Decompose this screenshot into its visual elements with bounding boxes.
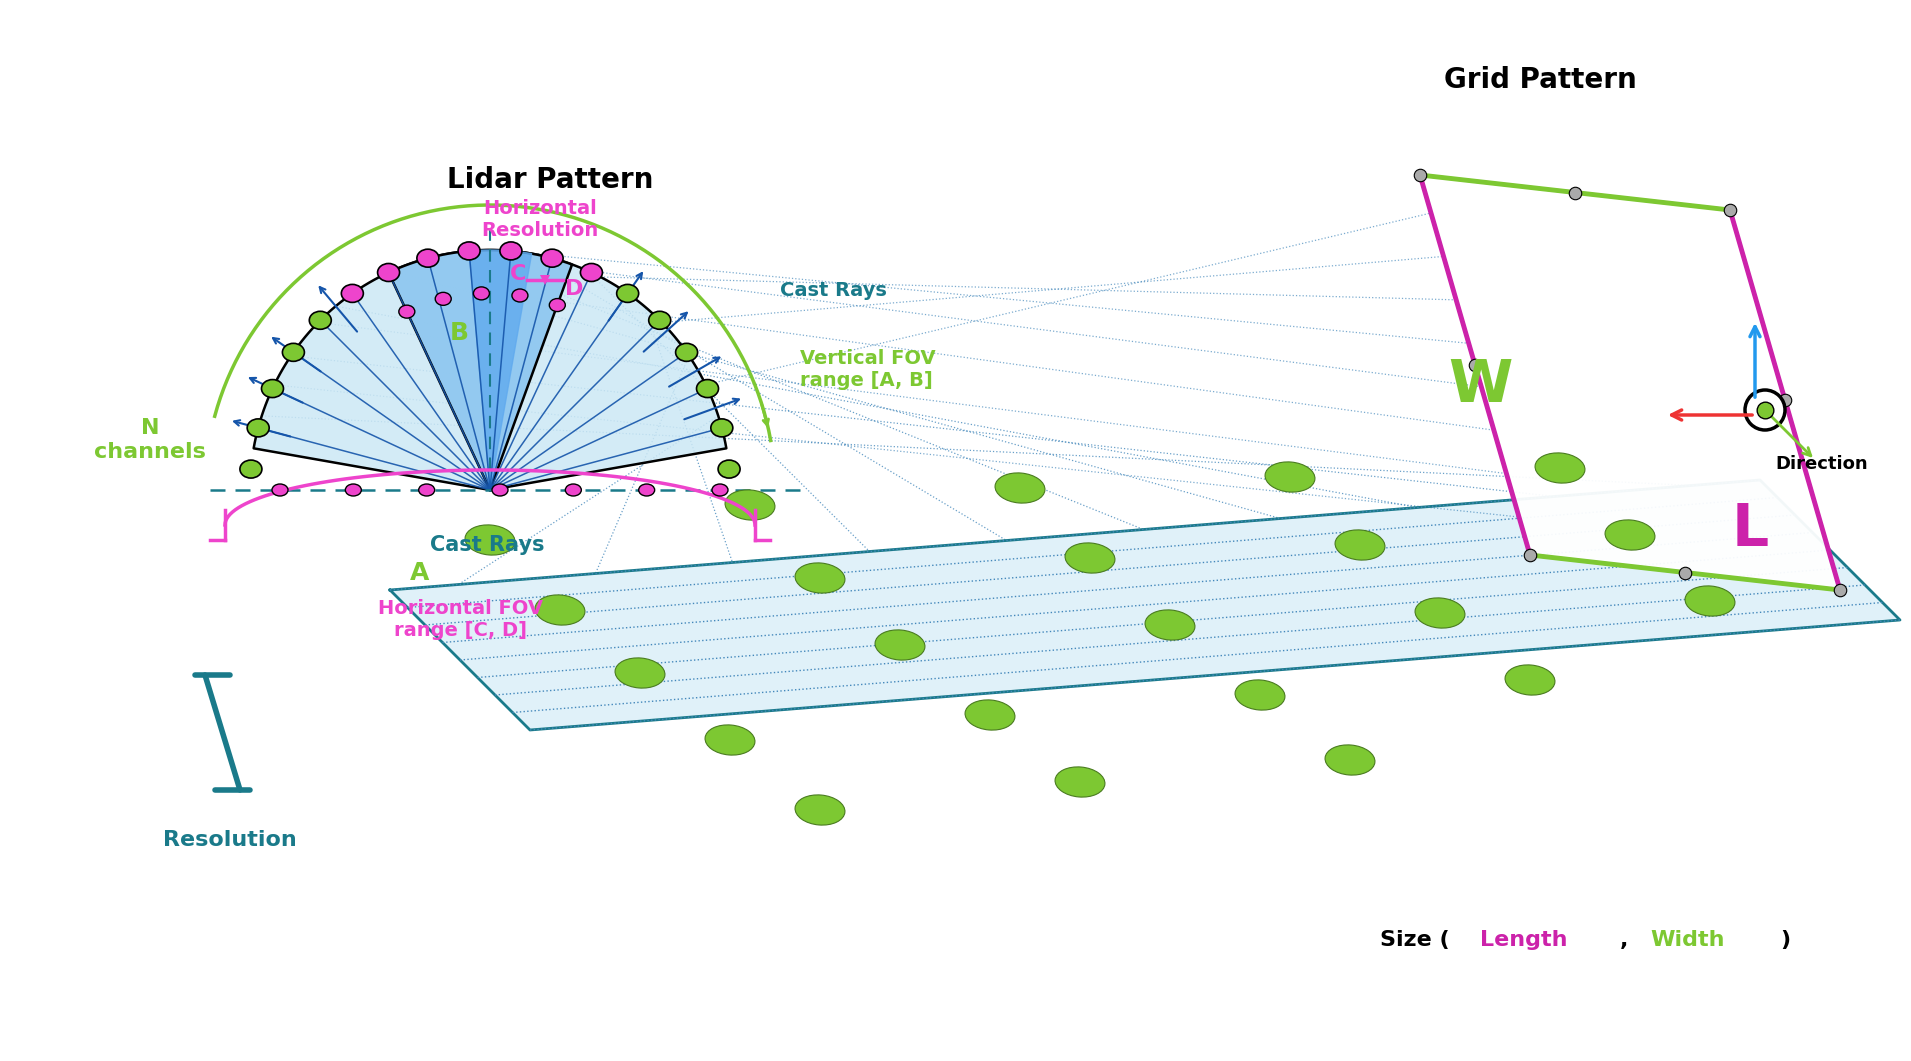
Text: N
channels: N channels [94, 418, 206, 462]
Ellipse shape [271, 484, 289, 495]
Text: Grid Pattern: Grid Pattern [1443, 66, 1636, 94]
Ellipse shape [459, 242, 480, 260]
Text: A: A [411, 561, 430, 585]
Ellipse shape [676, 344, 698, 362]
Ellipse shape [535, 595, 585, 625]
Ellipse shape [1235, 680, 1284, 710]
Ellipse shape [310, 311, 331, 329]
Text: ,: , [1621, 930, 1636, 950]
Text: Cast Rays: Cast Rays [430, 535, 545, 555]
Ellipse shape [965, 700, 1015, 730]
Circle shape [1745, 390, 1785, 430]
Ellipse shape [1145, 610, 1194, 640]
Ellipse shape [581, 263, 602, 281]
Ellipse shape [1336, 529, 1385, 560]
Ellipse shape [724, 490, 776, 520]
Polygon shape [254, 250, 726, 490]
Ellipse shape [1686, 586, 1735, 616]
Text: Direction: Direction [1775, 455, 1867, 473]
Ellipse shape [548, 298, 566, 312]
Ellipse shape [1414, 598, 1466, 628]
Ellipse shape [247, 419, 269, 437]
Ellipse shape [346, 484, 361, 495]
Ellipse shape [615, 658, 665, 689]
Polygon shape [1420, 175, 1840, 590]
Text: Cast Rays: Cast Rays [780, 280, 887, 299]
Ellipse shape [719, 460, 740, 479]
Ellipse shape [399, 306, 415, 318]
Ellipse shape [1265, 462, 1315, 492]
Ellipse shape [541, 249, 564, 267]
Ellipse shape [436, 293, 451, 306]
Ellipse shape [795, 563, 845, 593]
Ellipse shape [474, 286, 489, 300]
Text: Length: Length [1479, 930, 1567, 950]
Ellipse shape [795, 795, 845, 825]
Ellipse shape [378, 263, 399, 281]
Ellipse shape [1324, 745, 1374, 776]
Text: Lidar Pattern: Lidar Pattern [447, 166, 654, 194]
Ellipse shape [262, 380, 283, 398]
Text: C: C [510, 264, 526, 284]
Ellipse shape [711, 419, 732, 437]
Polygon shape [388, 250, 571, 490]
Ellipse shape [283, 344, 304, 362]
Ellipse shape [1605, 520, 1655, 550]
Text: L: L [1731, 502, 1768, 558]
Ellipse shape [648, 311, 671, 329]
Ellipse shape [241, 460, 262, 479]
Ellipse shape [1055, 767, 1105, 797]
Ellipse shape [705, 725, 755, 755]
Text: B: B [449, 321, 468, 345]
Ellipse shape [617, 284, 638, 302]
Ellipse shape [713, 484, 728, 495]
Polygon shape [390, 480, 1900, 730]
Ellipse shape [566, 484, 581, 495]
Ellipse shape [875, 630, 925, 660]
Text: Horizontal FOV
range [C, D]: Horizontal FOV range [C, D] [378, 599, 543, 641]
Ellipse shape [512, 289, 527, 302]
Ellipse shape [464, 525, 514, 555]
Ellipse shape [342, 284, 363, 302]
Text: ): ) [1779, 930, 1791, 950]
Text: Horizontal
Resolution: Horizontal Resolution [482, 199, 598, 240]
Ellipse shape [491, 484, 508, 495]
Ellipse shape [696, 380, 719, 398]
Text: Size (: Size ( [1380, 930, 1450, 950]
Text: Width: Width [1649, 930, 1724, 950]
Ellipse shape [419, 484, 434, 495]
Ellipse shape [501, 242, 522, 260]
Ellipse shape [417, 249, 440, 267]
Text: D: D [566, 279, 583, 299]
Ellipse shape [1064, 543, 1114, 573]
Ellipse shape [1535, 453, 1584, 483]
Ellipse shape [996, 473, 1045, 503]
Text: Resolution: Resolution [162, 830, 296, 850]
Text: Vertical FOV
range [A, B]: Vertical FOV range [A, B] [801, 349, 936, 390]
Ellipse shape [638, 484, 655, 495]
Polygon shape [468, 250, 531, 490]
Text: W: W [1449, 356, 1512, 414]
Ellipse shape [1506, 665, 1556, 695]
